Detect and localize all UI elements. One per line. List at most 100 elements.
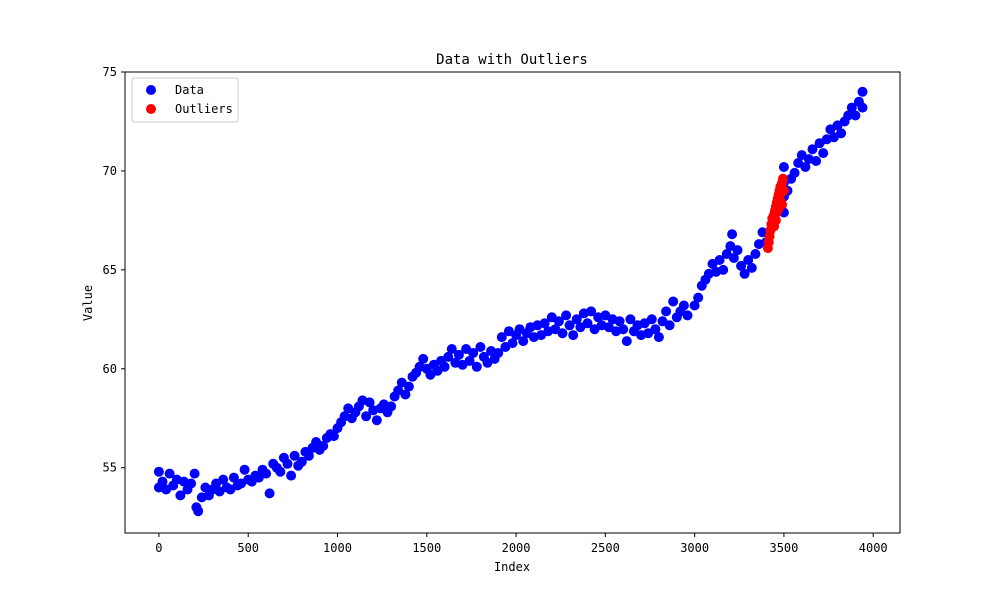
data-point	[468, 348, 479, 358]
y-axis: 55 60 65 70 75	[103, 65, 125, 475]
y-tick-label: 55	[103, 461, 117, 475]
plot-area-frame	[124, 71, 901, 534]
y-tick-label: 60	[103, 362, 117, 376]
data-point	[750, 249, 761, 259]
outliers-point	[770, 215, 781, 226]
x-tick-label: 2500	[591, 541, 620, 555]
data-point	[646, 314, 657, 325]
data-point	[189, 468, 200, 479]
data-point	[386, 401, 397, 412]
data-point	[496, 332, 507, 343]
x-tick-label: 2000	[502, 541, 531, 555]
data-point	[564, 320, 575, 331]
legend-box	[131, 77, 239, 123]
data-point	[175, 490, 186, 501]
data-point	[621, 336, 632, 347]
data-point	[403, 381, 414, 392]
data-point	[303, 450, 314, 461]
data-point	[186, 478, 197, 489]
data-point	[678, 300, 689, 311]
data-point	[157, 476, 168, 487]
data-point	[846, 102, 857, 113]
data-point	[625, 314, 636, 325]
data-point	[843, 110, 854, 121]
data-point	[789, 167, 800, 178]
x-tick-label: 1500	[412, 541, 441, 555]
legend-marker-outliers	[146, 104, 156, 114]
legend-label-outliers: Outliers	[175, 102, 233, 116]
data-point	[164, 468, 175, 479]
data-point	[727, 229, 738, 240]
data-point	[153, 466, 164, 477]
data-point	[728, 253, 739, 263]
data-point	[361, 411, 372, 422]
data-point	[746, 262, 757, 273]
legend: Data Outliers	[131, 77, 239, 123]
data-point	[850, 110, 861, 121]
data-point	[218, 474, 229, 485]
data-point	[518, 336, 529, 347]
data-point	[714, 255, 725, 265]
y-axis-label: Value	[81, 285, 95, 321]
data-point	[453, 349, 464, 360]
data-point	[693, 292, 704, 303]
y-tick-label: 75	[103, 65, 117, 79]
data-point	[743, 255, 754, 265]
data-point	[296, 456, 307, 467]
x-tick-label: 1000	[323, 541, 352, 555]
x-tick-label: 3500	[769, 541, 798, 555]
data-point	[736, 260, 747, 271]
data-point	[328, 431, 339, 442]
data-point	[475, 342, 486, 352]
data-point	[618, 324, 629, 335]
data-point	[682, 310, 693, 321]
data-point	[400, 389, 411, 400]
data-point	[228, 472, 239, 483]
x-axis-label: Index	[494, 560, 530, 574]
data-point	[571, 314, 582, 325]
data-point	[553, 316, 564, 327]
data-point	[857, 102, 868, 113]
data-point	[586, 306, 597, 317]
x-tick-label: 3000	[680, 541, 709, 555]
data-point	[193, 506, 204, 517]
x-axis: 0 500 1000 1500 2000 2500 3000 3500 4000	[155, 533, 888, 555]
data-point	[857, 86, 868, 97]
data-point	[664, 320, 675, 331]
data-point	[653, 332, 664, 343]
data-point	[661, 306, 672, 317]
data-point	[264, 488, 275, 499]
outliers-point	[778, 173, 788, 184]
x-tick-label: 500	[237, 541, 259, 555]
outliers-point	[771, 207, 782, 218]
data-point	[739, 268, 750, 279]
data-point	[836, 128, 847, 139]
data-point	[261, 468, 272, 479]
data-point	[732, 245, 743, 256]
data-point	[800, 162, 811, 172]
data-point	[464, 355, 475, 366]
data-point	[446, 344, 457, 354]
data-point	[418, 353, 429, 364]
data-point	[614, 316, 625, 327]
data-point	[286, 470, 297, 481]
data-point	[811, 156, 822, 166]
data-point	[239, 464, 250, 475]
data-point	[493, 348, 504, 358]
data-point	[807, 144, 818, 155]
data-point	[568, 330, 579, 341]
data-point	[718, 264, 729, 275]
data-point	[371, 415, 382, 426]
outliers-point	[778, 185, 789, 196]
data-point	[818, 148, 829, 159]
data-point	[539, 318, 550, 329]
y-tick-label: 65	[103, 263, 117, 277]
data-point	[507, 338, 518, 349]
y-tick-label: 70	[103, 164, 117, 178]
data-point	[557, 328, 568, 339]
data-point	[778, 162, 789, 172]
outliers-point	[777, 199, 788, 210]
data-point	[318, 440, 329, 451]
